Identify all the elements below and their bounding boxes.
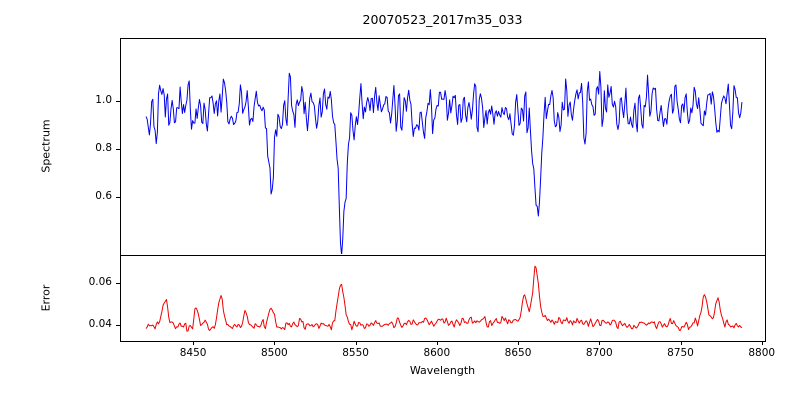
x-tick-label: 8500 <box>260 347 288 359</box>
x-tick-label: 8450 <box>179 347 207 359</box>
y-axis-label-error: Error <box>39 284 53 312</box>
y-tick-label: 0.6 <box>95 190 112 203</box>
chart-title: 20070523_2017m35_033 <box>362 12 523 27</box>
x-tick-label: 8600 <box>423 347 451 359</box>
x-tick-label: 8750 <box>667 347 694 359</box>
x-tick-label: 8650 <box>504 347 532 359</box>
x-tick-label: 8800 <box>748 347 776 359</box>
y-tick-label: 0.04 <box>88 318 112 331</box>
y-tick-label: 0.06 <box>88 275 112 288</box>
x-axis-label: Wavelength <box>409 364 476 377</box>
y-axis-label-spectrum: Spectrum <box>39 119 53 173</box>
x-tick-label: 8700 <box>585 347 613 359</box>
x-tick-label: 8550 <box>342 347 369 359</box>
y-tick-label: 1.0 <box>95 93 112 106</box>
y-tick-label: 0.8 <box>95 141 112 154</box>
